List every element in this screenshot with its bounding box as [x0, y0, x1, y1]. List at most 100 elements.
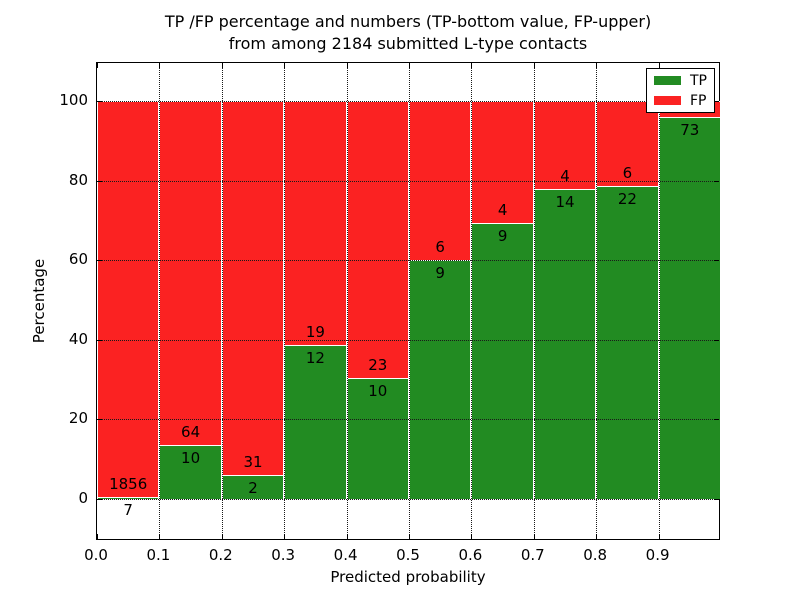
x-tick-bottom: [596, 534, 598, 539]
x-axis-label: Predicted probability: [330, 568, 486, 586]
x-gridline: [658, 63, 660, 539]
legend-label: TP: [690, 72, 707, 89]
x-gridline: [159, 63, 161, 539]
legend-row: FP: [654, 93, 707, 109]
x-tick-label: 0.3: [271, 546, 296, 564]
y-gridline: [97, 339, 719, 341]
x-tick-top: [409, 63, 410, 68]
x-gridline: [221, 63, 223, 539]
y-tick-right: [714, 101, 719, 102]
legend-label: FP: [690, 92, 707, 109]
x-gridline: [409, 63, 410, 539]
tp-count-label: 9: [435, 264, 445, 283]
x-gridline: [346, 63, 348, 539]
x-gridline: [471, 63, 473, 539]
x-gridline: [284, 63, 286, 539]
x-tick-bottom: [409, 534, 410, 539]
bar-segment-fp: [533, 101, 597, 190]
x-tick-top: [346, 63, 348, 68]
tp-count-label: 12: [305, 348, 325, 367]
y-tick-left: [97, 260, 102, 262]
bar-segment-tp: [471, 223, 534, 499]
x-tick-label: 0.7: [520, 546, 545, 564]
tp-count-label: 14: [555, 193, 575, 212]
y-tick-left: [97, 101, 102, 102]
fp-count-label: 19: [305, 322, 325, 341]
bar-segment-tp: [658, 116, 721, 499]
x-tick-top: [159, 63, 161, 68]
x-tick-top: [658, 63, 660, 68]
bar-segment-fp: [97, 101, 160, 498]
fp-count-label: 6: [435, 238, 445, 257]
bar-segment-tp: [533, 189, 597, 499]
y-tick-right: [714, 499, 719, 500]
legend-row: TP: [654, 73, 707, 89]
y-tick-label: 60: [68, 250, 88, 269]
x-tick-bottom: [346, 534, 348, 539]
x-tick-label: 0.0: [84, 546, 108, 564]
x-tick-bottom: [471, 534, 473, 539]
x-tick-bottom: [159, 534, 161, 539]
x-tick-label: 0.9: [645, 546, 670, 564]
x-tick-label: 0.8: [583, 546, 608, 564]
y-tick-right: [714, 180, 719, 182]
x-tick-label: 0.5: [396, 546, 420, 564]
y-tick-right: [714, 260, 719, 262]
x-tick-label: 0.1: [146, 546, 171, 564]
tp-count-label: 7: [123, 501, 133, 520]
x-tick-top: [596, 63, 598, 68]
y-gridline: [97, 180, 719, 182]
y-gridline: [97, 419, 719, 421]
y-tick-label: 80: [68, 170, 88, 189]
chart-title-line1: TP /FP percentage and numbers (TP-bottom…: [164, 12, 652, 31]
chart-title-line2: from among 2184 submitted L-type contact…: [228, 34, 588, 53]
bar-segment-tp: [346, 378, 409, 499]
tp-count-label: 73: [680, 120, 700, 139]
x-tick-bottom: [97, 534, 98, 539]
tp-count-label: 9: [497, 227, 508, 246]
bar-segment-fp: [346, 101, 409, 379]
x-tick-top: [97, 63, 98, 68]
x-tick-label: 0.4: [333, 546, 358, 564]
bar-segment-fp: [284, 101, 347, 345]
fp-count-label: 1856: [109, 475, 148, 494]
y-tick-left: [97, 419, 102, 421]
tp-count-label: 22: [617, 190, 637, 209]
fp-count-label: 4: [560, 167, 570, 186]
y-tick-right: [714, 339, 719, 341]
x-tick-top: [284, 63, 286, 68]
x-tick-top: [533, 63, 535, 68]
y-tick-right: [714, 419, 719, 421]
bar-segment-tp: [97, 497, 160, 499]
fp-swatch-icon: [654, 96, 681, 105]
y-tick-label: 0: [78, 489, 88, 507]
y-gridline: [97, 260, 719, 262]
x-tick-top: [221, 63, 223, 68]
x-tick-label: 0.2: [208, 546, 233, 564]
x-gridline: [596, 63, 598, 539]
y-tick-left: [97, 180, 102, 182]
x-tick-bottom: [658, 534, 660, 539]
y-tick-left: [97, 339, 102, 341]
bar-segment-tp: [284, 344, 347, 499]
x-tick-bottom: [284, 534, 286, 539]
x-tick-top: [471, 63, 473, 68]
bar-segment-tp: [409, 260, 472, 499]
y-gridline: [97, 101, 719, 102]
fp-count-label: 64: [181, 423, 201, 442]
bar-segment-tp: [596, 186, 659, 499]
y-tick-label: 100: [59, 91, 88, 109]
tp-count-label: 2: [248, 478, 258, 497]
x-gridline: [533, 63, 535, 539]
x-tick-bottom: [221, 534, 223, 539]
fp-count-label: 4: [497, 201, 508, 220]
y-tick-label: 20: [68, 409, 88, 428]
y-tick-label: 40: [68, 329, 88, 348]
y-gridline: [97, 499, 719, 500]
bar-segment-tp: [221, 474, 285, 499]
y-tick-left: [97, 499, 102, 500]
tp-count-label: 10: [368, 382, 388, 401]
bar-segment-fp: [159, 101, 222, 446]
x-tick-bottom: [533, 534, 535, 539]
